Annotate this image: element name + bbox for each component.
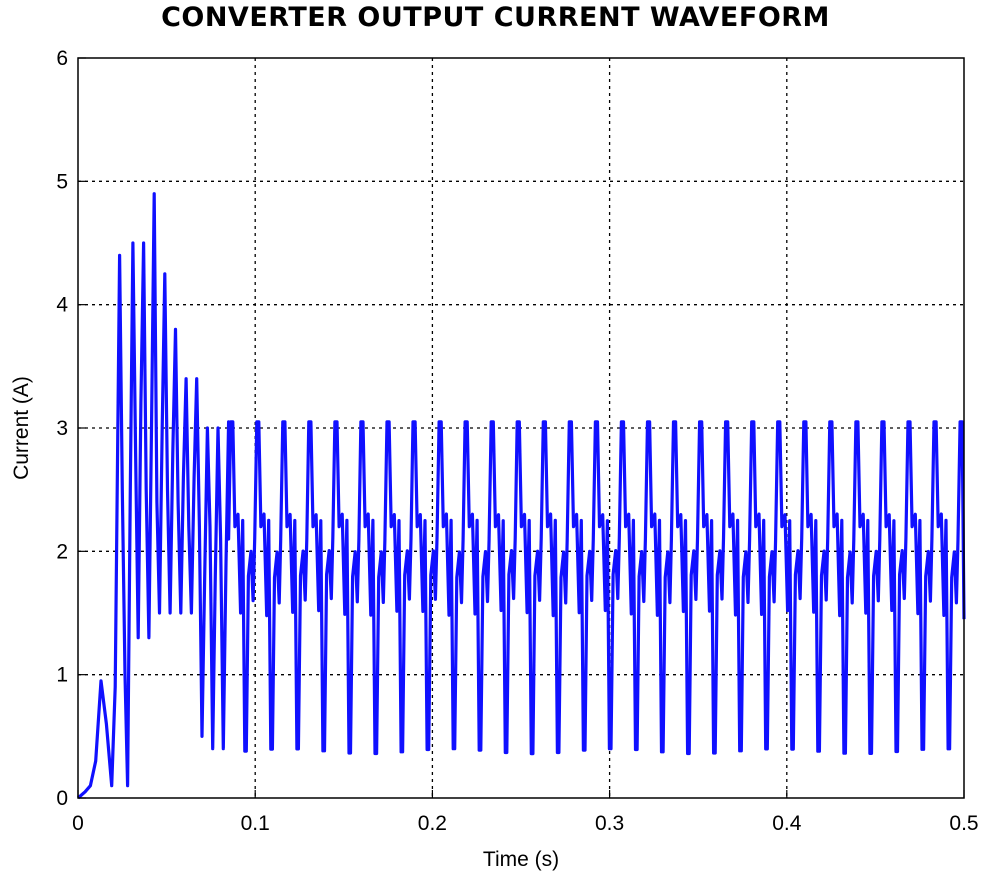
x-tick-label: 0.1 bbox=[241, 812, 270, 835]
tick-layer: 0 0.1 0.2 0.3 0.4 0.5 0 1 2 3 4 5 6 bbox=[56, 47, 978, 835]
chart-title: CONVERTER OUTPUT CURRENT WAVEFORM bbox=[161, 2, 830, 33]
x-axis-title: Time (s) bbox=[483, 848, 559, 871]
x-tick-label: 0.2 bbox=[418, 812, 447, 835]
x-tick-label: 0.4 bbox=[772, 812, 802, 835]
y-tick-label: 6 bbox=[56, 47, 68, 70]
y-tick-label: 5 bbox=[56, 170, 68, 193]
y-tick-label: 3 bbox=[56, 417, 68, 440]
series-line-current bbox=[76, 192, 966, 800]
y-tick-label: 0 bbox=[56, 787, 68, 810]
x-tick-label: 0 bbox=[72, 812, 84, 835]
y-tick-label: 1 bbox=[56, 664, 68, 687]
x-tick-label: 0.5 bbox=[949, 812, 978, 835]
y-tick-label: 2 bbox=[56, 540, 68, 563]
x-tick-label: 0.3 bbox=[595, 812, 624, 835]
y-tick-label: 4 bbox=[56, 294, 68, 317]
series-layer bbox=[76, 192, 966, 800]
y-axis-title: Current (A) bbox=[10, 376, 33, 480]
